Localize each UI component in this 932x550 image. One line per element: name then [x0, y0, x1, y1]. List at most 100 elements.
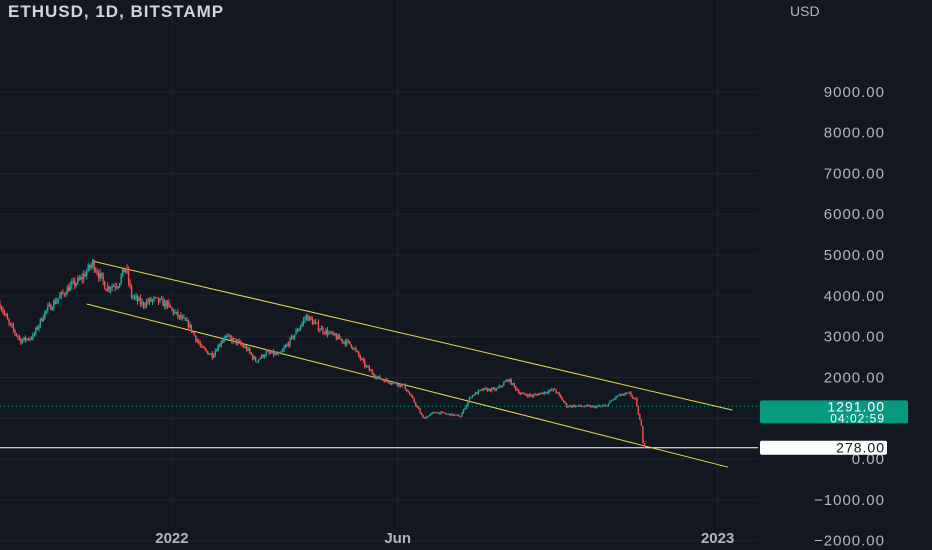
candle-body: [162, 298, 164, 306]
candle-body: [337, 335, 339, 340]
candle-body: [99, 273, 101, 279]
candle-body: [571, 405, 574, 407]
candle-body: [238, 340, 240, 342]
candle-body: [228, 335, 230, 337]
candle-body: [77, 278, 79, 284]
axis-currency-label: USD: [790, 3, 820, 19]
candle-body: [398, 383, 400, 386]
candle-body: [377, 376, 379, 378]
level-badge[interactable]: [760, 440, 887, 455]
candle-body: [455, 414, 457, 416]
candle-body: [141, 302, 143, 305]
candle-body: [497, 387, 499, 389]
candle-body: [542, 392, 544, 394]
candle-body: [234, 338, 236, 340]
candle-body: [165, 301, 167, 307]
candle-body: [100, 273, 103, 276]
candle-body: [259, 358, 261, 360]
candle-body: [625, 393, 628, 395]
candle-body: [256, 361, 258, 363]
candle-body: [62, 292, 64, 294]
candle-body: [83, 274, 85, 280]
candle-body: [8, 319, 10, 324]
candle-body: [612, 399, 614, 401]
candle-body: [160, 298, 163, 300]
candle-body: [38, 325, 40, 330]
candle-body: [109, 288, 112, 290]
channel-lines[interactable]: [86, 260, 733, 468]
candle-body: [65, 294, 67, 296]
candle-body: [216, 350, 218, 352]
candle-body: [576, 405, 578, 407]
candle-body: [81, 277, 83, 280]
candle-body: [319, 329, 321, 331]
candle-body: [362, 358, 365, 361]
candle-body: [286, 344, 288, 346]
candle-body: [139, 297, 142, 305]
candle-body: [533, 394, 535, 397]
candle-body: [84, 274, 86, 277]
candle-body: [600, 406, 602, 408]
candle-body: [364, 360, 366, 367]
candle-body: [352, 347, 354, 350]
candle-body: [413, 398, 415, 403]
y-tick-label: 8000.00: [824, 125, 885, 142]
candle-body: [440, 411, 442, 414]
candle-body: [145, 301, 148, 307]
candle-body: [11, 324, 13, 326]
last-price-badge[interactable]: [760, 400, 908, 424]
candle-body: [594, 406, 596, 408]
candle-body: [482, 389, 484, 391]
channel-line-upper[interactable]: [92, 260, 733, 411]
candle-body: [462, 409, 465, 414]
candle-body: [59, 295, 61, 299]
candle-body: [138, 297, 140, 301]
candle-body: [359, 355, 362, 359]
candle-body: [461, 413, 463, 417]
candle-body: [586, 405, 589, 407]
candle-body: [208, 354, 211, 356]
price-axis[interactable]: USD 9000.00 8000.00 7000.00 6000.00 5000.00 40…: [760, 3, 908, 550]
candle-body: [434, 412, 436, 414]
candle-body: [214, 350, 216, 356]
y-tick-label: 5000.00: [824, 247, 885, 264]
candle-body: [248, 348, 251, 353]
candle-body: [235, 338, 237, 344]
time-axis[interactable]: 2022 Jun 2023: [155, 530, 734, 547]
candle-body: [344, 341, 347, 345]
candle-body: [254, 357, 257, 362]
candle-body: [425, 416, 427, 419]
candle-body: [559, 394, 562, 398]
candle-body: [516, 389, 518, 391]
candle-body: [295, 330, 297, 335]
candle-body: [271, 351, 273, 354]
candle-body: [97, 273, 100, 279]
candle-body: [621, 393, 623, 396]
candle-body: [186, 320, 188, 322]
candle-body: [613, 398, 616, 400]
candle-body: [71, 282, 73, 286]
candle-body: [183, 317, 185, 319]
candle-body: [245, 346, 248, 351]
candle-body: [491, 388, 493, 392]
candle-body: [93, 260, 95, 271]
candle-body: [323, 332, 326, 334]
candle-body: [296, 330, 299, 332]
candle-body: [310, 316, 312, 320]
candle-body: [603, 405, 605, 407]
candle-body: [192, 331, 194, 333]
candle-body: [577, 404, 580, 406]
candle-body: [269, 352, 272, 354]
candle-body: [592, 406, 595, 408]
candle-body: [301, 323, 303, 327]
candle-body: [168, 302, 170, 305]
candle-body: [399, 383, 402, 387]
candle-body: [382, 379, 384, 381]
candle-body: [320, 327, 323, 330]
candle-body: [350, 344, 353, 348]
candle-body: [213, 355, 215, 358]
candle-body: [262, 354, 264, 358]
candle-body: [480, 389, 483, 391]
channel-line-lower[interactable]: [86, 303, 729, 468]
